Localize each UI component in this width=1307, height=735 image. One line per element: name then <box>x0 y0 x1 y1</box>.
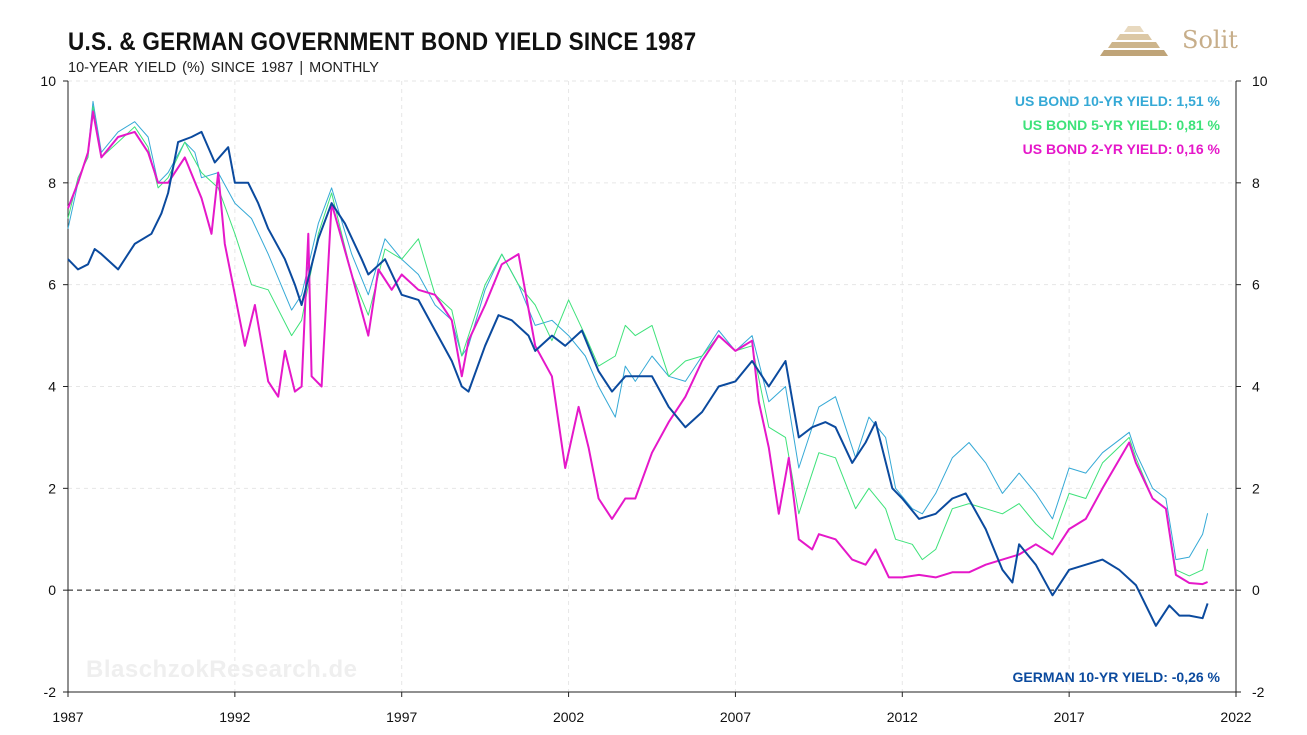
logo-text: Solit <box>1182 26 1238 54</box>
watermark: BlaschzokResearch.de <box>86 656 358 683</box>
tick-labels: -2 -2 0 0 2 2 4 4 6 6 8 8 10 10 1987 1992 1997 2002 2007 20… <box>40 73 1267 725</box>
y-tick-label-right: 10 <box>1252 73 1268 89</box>
y-tick-label-right: 0 <box>1252 582 1260 598</box>
y-tick-label-left: 6 <box>48 277 56 293</box>
chart-title: U.S. & GERMAN GOVERNMENT BOND YIELD SINC… <box>68 28 697 56</box>
grid-lines <box>68 80 1236 693</box>
legend-entry: US BOND 5-YR YIELD: 0,81 % <box>1023 117 1221 133</box>
y-tick-label-right: 8 <box>1252 175 1260 191</box>
series-line-us-bond-5-yr-yield <box>67 106 1209 577</box>
legend-entry: US BOND 10-YR YIELD: 1,51 % <box>1015 93 1221 109</box>
x-tick-label: 2022 <box>1220 709 1251 725</box>
x-tick-label: 1992 <box>219 709 250 725</box>
x-tick-label: 1997 <box>386 709 417 725</box>
y-tick-label-left: 2 <box>48 480 56 496</box>
y-tick-label-left: -2 <box>44 684 57 700</box>
x-tick-label: 2002 <box>553 709 584 725</box>
axes <box>63 80 1241 697</box>
y-tick-label-left: 10 <box>40 73 56 89</box>
series-line-german-10-yr-yield <box>67 130 1209 627</box>
y-tick-label-left: 8 <box>48 175 56 191</box>
x-tick-label: 2007 <box>720 709 751 725</box>
solit-logo-icon <box>1100 26 1168 56</box>
series-lines <box>67 100 1209 627</box>
x-tick-label: 2017 <box>1054 709 1085 725</box>
legend-entry: US BOND 2-YR YIELD: 0,16 % <box>1023 141 1221 157</box>
y-tick-label-left: 0 <box>48 582 56 598</box>
x-tick-label: 2012 <box>887 709 918 725</box>
series-line-us-bond-2-yr-yield <box>67 110 1208 586</box>
y-tick-label-right: 2 <box>1252 480 1260 496</box>
series-line-us-bond-10-yr-yield <box>67 100 1209 561</box>
y-tick-label-left: 4 <box>48 379 56 395</box>
x-tick-label: 1987 <box>52 709 83 725</box>
legend: US BOND 10-YR YIELD: 1,51 % US BOND 5-YR … <box>1013 93 1221 685</box>
y-tick-label-right: 6 <box>1252 277 1260 293</box>
y-tick-label-right: -2 <box>1252 684 1265 700</box>
legend-entry: GERMAN 10-YR YIELD: -0,26 % <box>1013 669 1221 685</box>
chart-subtitle: 10-YEAR YIELD (%) SINCE 1987 | MONTHLY <box>68 60 379 76</box>
y-tick-label-right: 4 <box>1252 379 1260 395</box>
